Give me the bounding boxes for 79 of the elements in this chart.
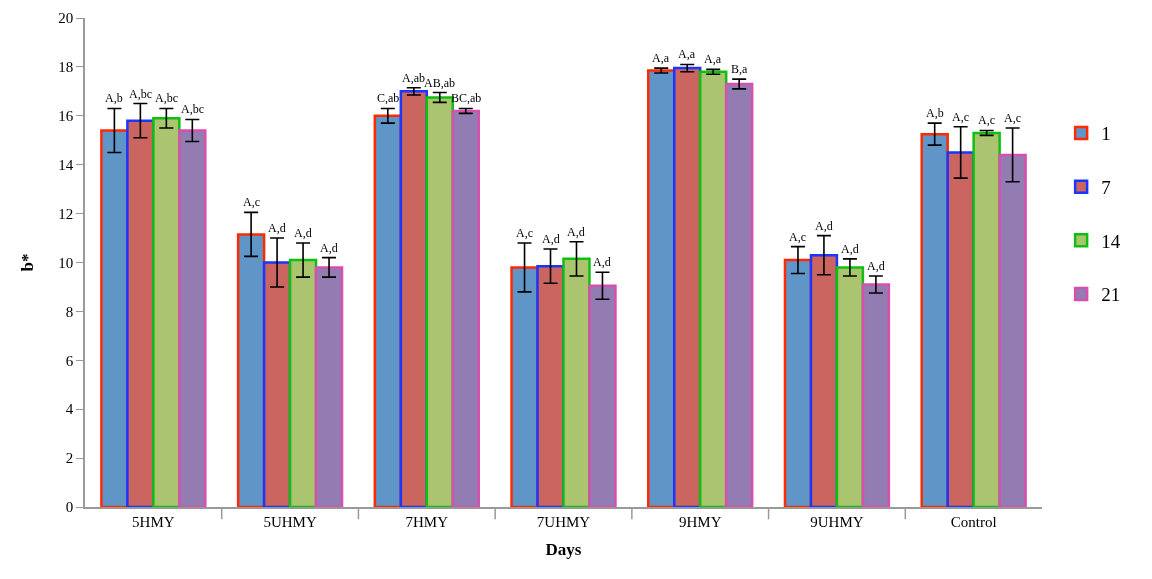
data-label: BC,ab bbox=[451, 91, 482, 105]
data-label: A,d bbox=[567, 225, 585, 239]
data-label: A,d bbox=[294, 226, 312, 240]
data-label: A,c bbox=[789, 230, 806, 244]
data-label: C,ab bbox=[377, 91, 400, 105]
data-label: A,d bbox=[815, 219, 833, 233]
x-tick-label: 5HMY bbox=[132, 513, 175, 530]
bar bbox=[100, 129, 129, 507]
x-tick-label: 7UHMY bbox=[536, 513, 591, 530]
legend-label: 1 bbox=[1101, 123, 1111, 145]
bar bbox=[314, 266, 344, 507]
data-label: A,b bbox=[926, 106, 944, 120]
data-label: AB,ab bbox=[424, 76, 455, 90]
data-label: A,d bbox=[542, 232, 560, 246]
y-tick-label: 6 bbox=[65, 352, 74, 369]
x-tick-label: 9UHMY bbox=[810, 513, 864, 530]
y-axis-title: b* bbox=[18, 253, 38, 272]
bar bbox=[236, 233, 266, 507]
data-label: A,d bbox=[841, 242, 859, 256]
y-tick-label: 18 bbox=[58, 59, 74, 76]
bar bbox=[698, 70, 728, 507]
x-tick-label: 7HMY bbox=[405, 513, 449, 530]
data-label: A,bc bbox=[129, 87, 152, 101]
bar bbox=[536, 264, 565, 507]
bar bbox=[809, 253, 839, 507]
y-tick-label: 12 bbox=[58, 205, 74, 222]
bar bbox=[724, 82, 754, 507]
y-tick-label: 2 bbox=[65, 450, 74, 467]
data-label: A,ab bbox=[402, 71, 425, 85]
bar bbox=[946, 151, 975, 507]
legend-label: 21 bbox=[1101, 284, 1121, 306]
y-tick-label: 14 bbox=[58, 156, 74, 173]
bar bbox=[972, 131, 1001, 507]
data-label: A,d bbox=[268, 221, 286, 235]
bar bbox=[562, 257, 591, 507]
data-label: A,b bbox=[105, 91, 123, 105]
data-label: A,d bbox=[593, 255, 611, 269]
data-label: A,d bbox=[867, 259, 885, 273]
data-label: A,bc bbox=[181, 102, 204, 116]
data-label: A,a bbox=[652, 51, 670, 65]
bar bbox=[152, 117, 181, 507]
y-tick-label: 4 bbox=[65, 401, 74, 418]
bar bbox=[178, 129, 207, 507]
y-tick-label: 8 bbox=[65, 303, 74, 320]
data-label: A,d bbox=[320, 241, 338, 255]
x-tick-label: 5UHMY bbox=[263, 513, 317, 530]
bar bbox=[998, 153, 1027, 507]
bar bbox=[399, 90, 429, 507]
bar bbox=[451, 109, 480, 507]
data-label: A,bc bbox=[155, 91, 178, 105]
y-tick-label: 10 bbox=[58, 254, 74, 271]
x-tick-label: Control bbox=[950, 513, 997, 530]
bar bbox=[373, 114, 403, 507]
data-label: A,a bbox=[704, 52, 722, 66]
bar bbox=[510, 266, 539, 507]
legend-label: 7 bbox=[1101, 177, 1111, 199]
bar bbox=[262, 261, 292, 507]
data-label: A,a bbox=[678, 47, 696, 61]
data-label: A,c bbox=[978, 113, 995, 127]
bar bbox=[288, 258, 318, 507]
bar bbox=[126, 119, 155, 507]
data-label: A,c bbox=[516, 226, 533, 240]
bar bbox=[672, 66, 702, 507]
y-tick-label: 20 bbox=[58, 10, 74, 27]
x-axis-title: Days bbox=[545, 539, 582, 559]
bar bbox=[647, 69, 676, 507]
bar bbox=[861, 283, 891, 507]
bar bbox=[835, 266, 865, 507]
data-label: A,c bbox=[1004, 111, 1021, 125]
x-tick-label: 9HMY bbox=[678, 513, 722, 530]
data-label: B,a bbox=[731, 62, 748, 76]
bar bbox=[588, 284, 617, 507]
bar bbox=[783, 258, 813, 507]
y-tick-label: 16 bbox=[58, 108, 74, 125]
data-label: A,c bbox=[952, 110, 969, 124]
data-label: A,c bbox=[243, 195, 260, 209]
legend-label: 14 bbox=[1101, 230, 1121, 252]
bar bbox=[920, 132, 949, 507]
y-tick-label: 0 bbox=[65, 499, 74, 516]
